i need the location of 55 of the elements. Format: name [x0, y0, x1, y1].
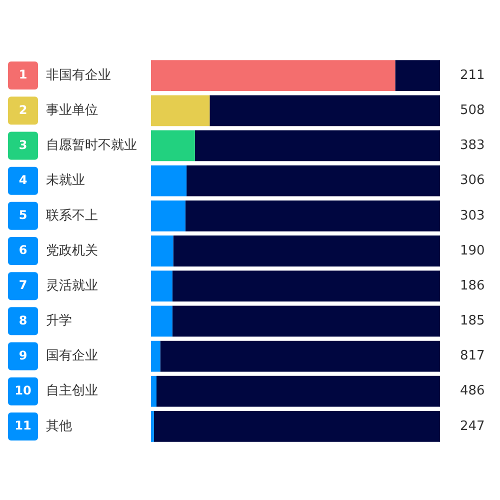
text: 1	[18, 68, 28, 82]
bar	[151, 411, 154, 442]
y-tick-label: 自愿暂时不就业	[46, 138, 137, 154]
text: 8	[18, 313, 28, 328]
bar	[172, 306, 440, 337]
text: 306	[460, 173, 485, 188]
text: 186	[460, 278, 485, 294]
bar	[395, 60, 440, 91]
text: 2	[18, 102, 28, 117]
text: 185	[460, 314, 485, 329]
bar	[151, 60, 396, 91]
bar	[154, 411, 440, 442]
text: 11	[14, 418, 32, 433]
text: 303	[460, 208, 485, 224]
text: 817	[460, 348, 485, 364]
y-tick-label: 自主创业	[46, 382, 98, 399]
bar	[160, 340, 440, 372]
y-tick-label: 事业单位	[46, 103, 98, 118]
bar	[210, 95, 440, 126]
bar	[151, 270, 172, 302]
y-tick-label: 联系不上	[46, 208, 98, 224]
text: 7	[18, 278, 28, 292]
bar	[172, 270, 440, 302]
text: 9	[18, 348, 28, 362]
y-tick-label: 升学	[46, 314, 72, 329]
y-tick-label: 其他	[46, 418, 72, 434]
y-tick-label: 党政机关	[46, 243, 98, 258]
y-tick-label: 灵活就业	[46, 278, 98, 294]
text: 4	[18, 172, 28, 187]
y-tick-label: 非国有企业	[46, 68, 111, 83]
text: 211	[460, 68, 485, 83]
bar	[151, 236, 174, 266]
text: 486	[460, 384, 485, 399]
bar	[151, 376, 156, 407]
bar	[151, 340, 160, 372]
y-tick-label: 国有企业	[46, 348, 98, 364]
y-tick-label: 未就业	[46, 173, 85, 188]
bar	[185, 200, 440, 232]
bar	[151, 165, 187, 196]
text: 247	[460, 418, 485, 434]
text: 10	[14, 383, 32, 398]
bar	[156, 376, 440, 407]
text: 190	[460, 243, 485, 258]
text: 6	[18, 243, 28, 258]
bar	[173, 236, 440, 266]
bar	[151, 200, 186, 232]
bar	[151, 130, 195, 162]
text: 508	[460, 103, 485, 118]
text: 5	[18, 208, 28, 222]
text: 3	[18, 138, 28, 152]
bar	[194, 130, 440, 162]
bar	[186, 165, 440, 196]
bar	[151, 95, 210, 126]
text: 383	[460, 138, 485, 154]
bar	[151, 306, 172, 337]
